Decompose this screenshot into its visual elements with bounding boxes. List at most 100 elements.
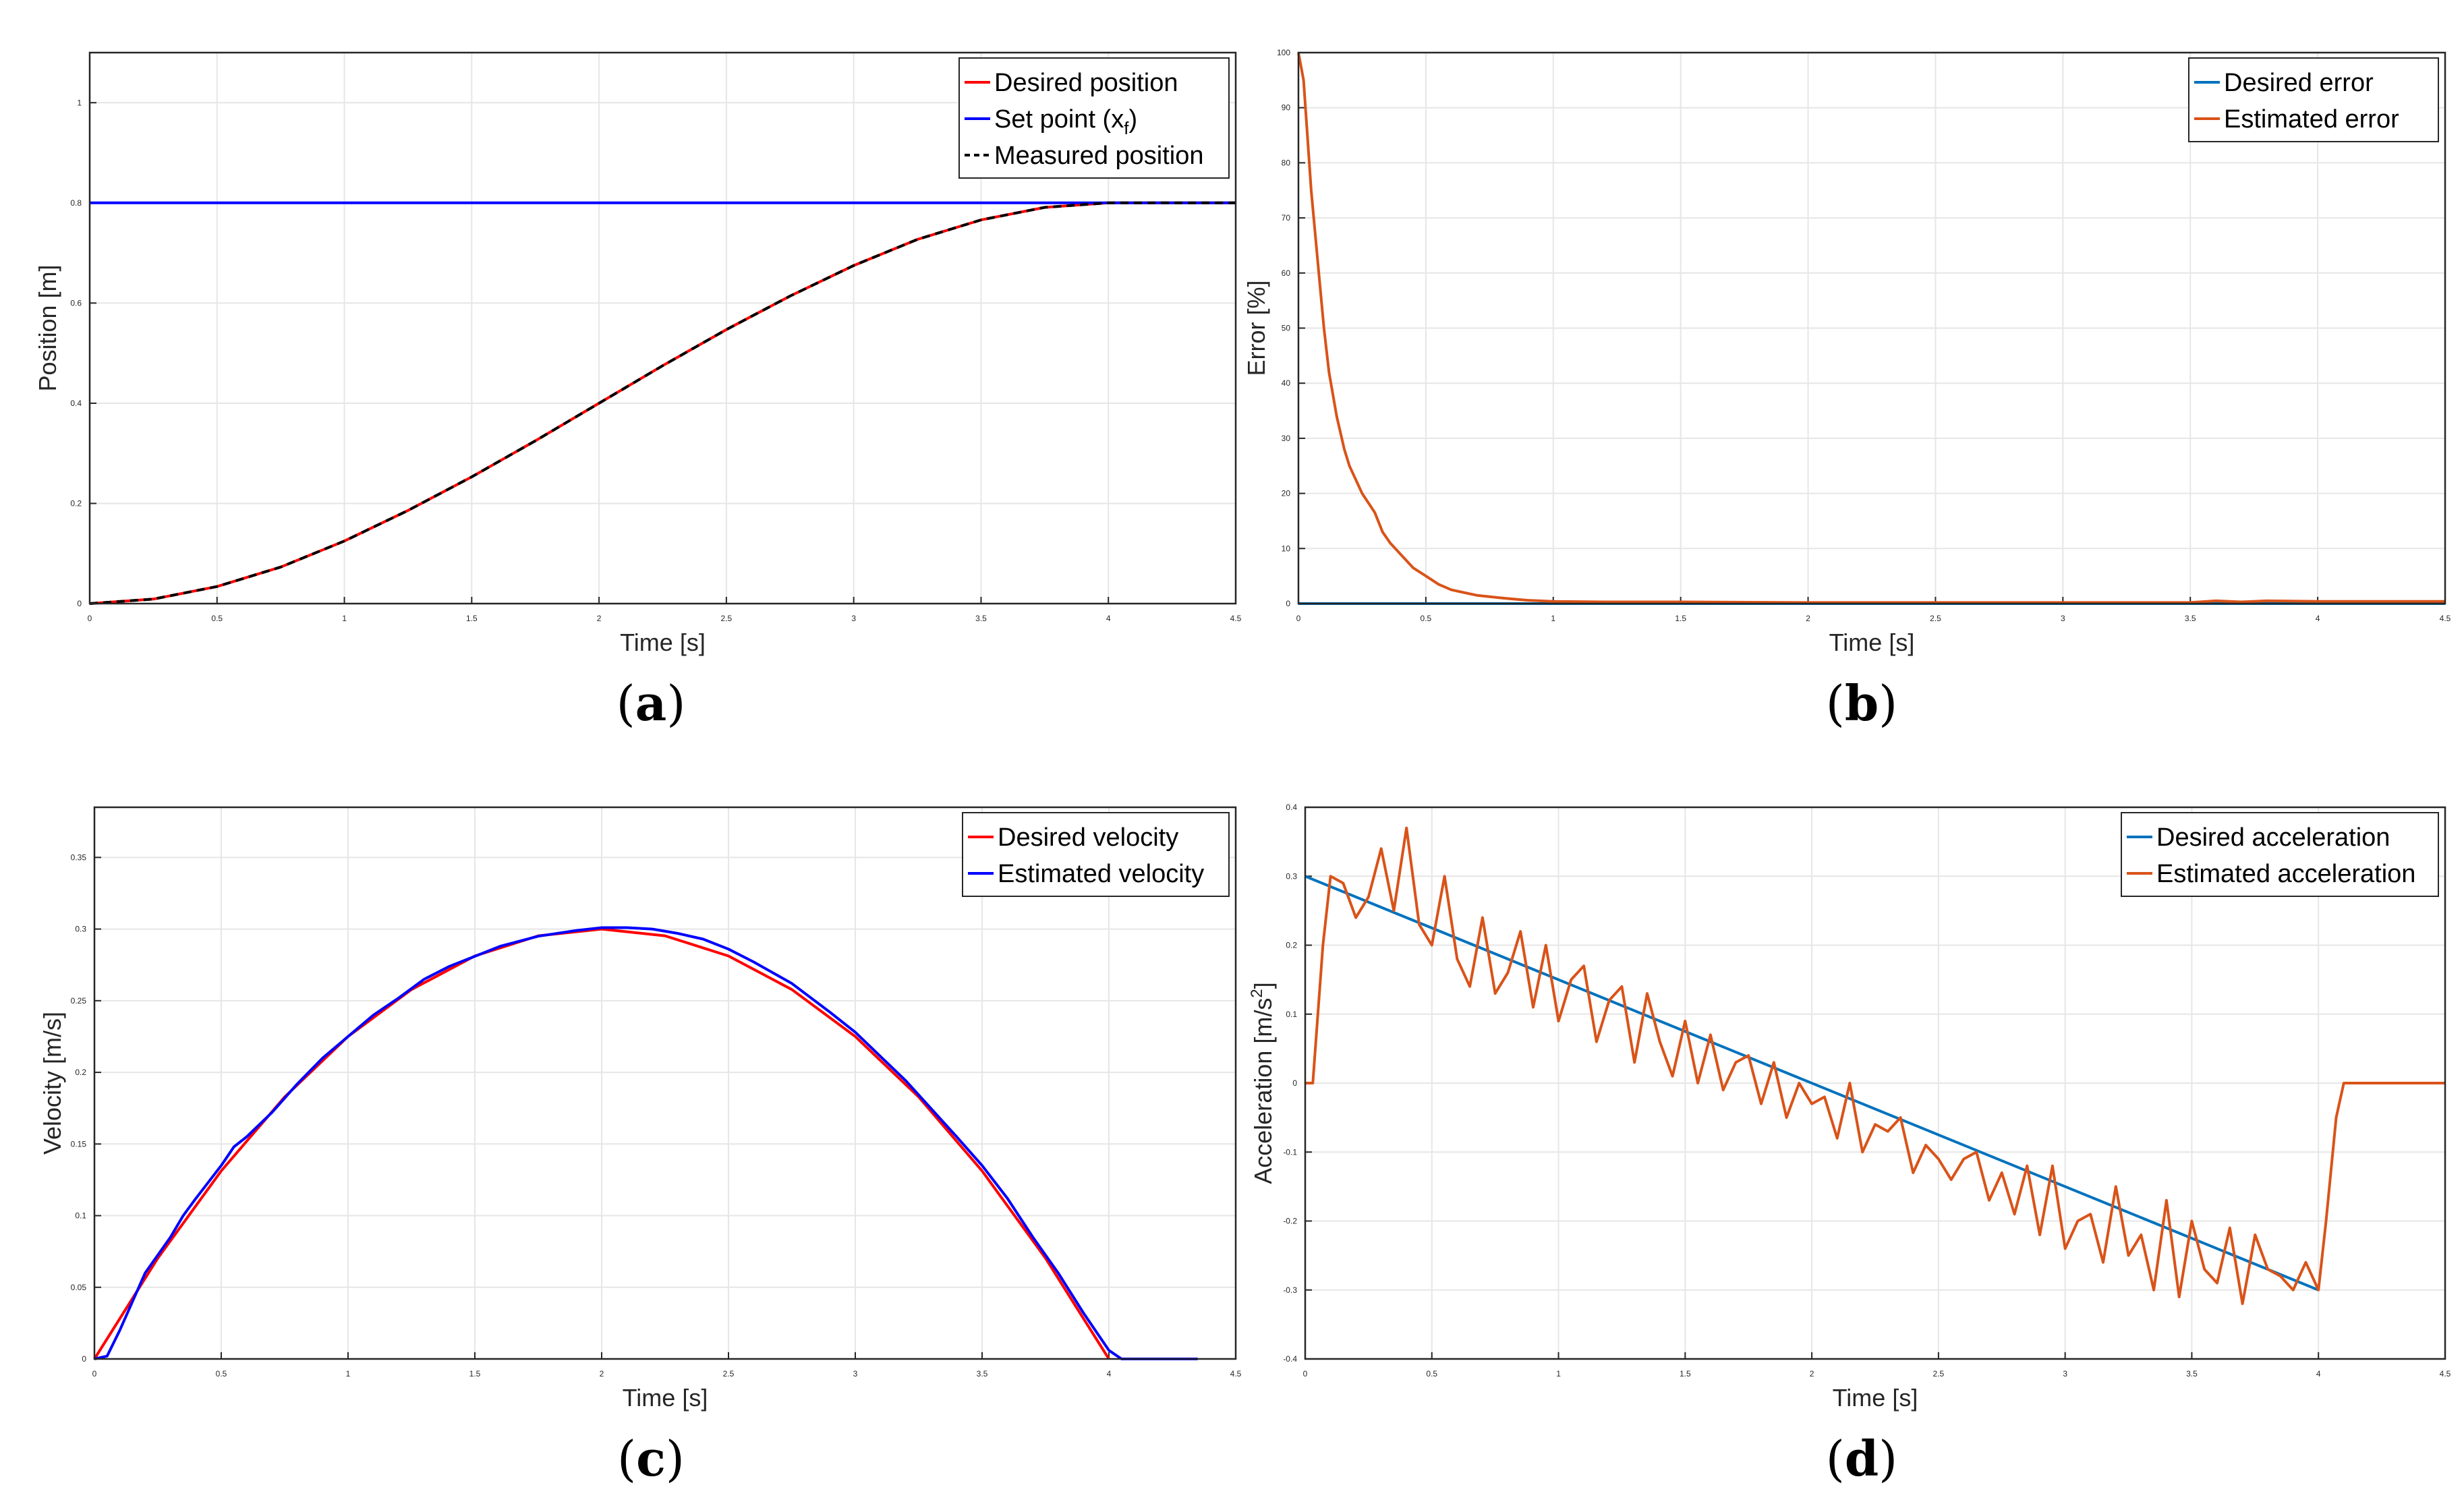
series-line-1 [1305,875,2319,1291]
legend-label-2: Set point (xf) [994,105,1137,138]
legend-label-3: Measured position [994,142,1204,170]
y-tick-label: 80 [1282,158,1291,167]
y-tick-label: -0.4 [1283,1354,1297,1364]
caption-a: (a) [616,674,686,732]
chart-2: 0 0.5 1 1.5 2 2.5 3 3.5 4 4.5 0 10 20 30 40 50 60 70 80 90 1… [1242,48,2451,656]
series-line-2 [94,926,1198,1360]
x-tick-label: 3.5 [977,1369,988,1378]
y-tick-label: 0.4 [70,399,82,408]
y-tick-label: -0.1 [1283,1147,1297,1157]
x-tick-label: 4 [2316,1369,2321,1378]
y-tick-label: 20 [1282,489,1291,498]
x-tick-label: 4.5 [1230,614,1242,623]
x-tick-label: 0 [92,1369,97,1378]
x-tick-label: 1 [346,1369,351,1378]
x-tick-label: 3 [2061,614,2065,623]
x-tick-label: 4.5 [2440,1369,2451,1378]
y-axis-label-superscript: 2 [1248,989,1266,997]
chart-1: 0 0.5 1 1.5 2 2.5 3 3.5 4 4.5 0 0.2 0.4 0.6 0.8 1 Time [… [34,51,1242,656]
x-tick-label: 0.5 [216,1369,227,1378]
y-tick-label: 0.2 [1286,941,1297,950]
legend-box [958,57,1230,179]
x-tick-label: 1.5 [1675,614,1686,623]
x-tick-label: 0.5 [1426,1369,1437,1378]
y-tick-label: 90 [1282,103,1291,113]
legend-label-tail: ) [1128,105,1137,134]
y-tick-label: 0.15 [71,1139,87,1149]
series-line-2 [1297,52,2445,604]
y-tick-label: 0.25 [71,996,87,1006]
legend: Desired velocity Estimated velocity [962,812,1230,897]
y-tick-label: 0.2 [70,498,82,508]
x-tick-label: 0 [1296,614,1301,623]
y-tick-label: 1 [77,98,82,107]
plot-area [94,807,1236,1359]
x-tick-label: 1 [1551,614,1555,623]
x-tick-label: 3.5 [975,614,987,623]
caption-d: (d) [1825,1430,1898,1487]
x-tick-label: 1 [342,614,347,623]
y-tick-label: 0.3 [1286,871,1297,881]
legend-label-1: Desired acceleration [2156,823,2390,852]
caption-b: (b) [1825,674,1898,732]
y-tick-label: 0.1 [75,1211,86,1221]
x-tick-label: 0 [1303,1369,1308,1378]
y-tick-label: 0 [77,599,82,608]
y-tick-label: 10 [1282,544,1291,553]
chart-4: 0 0.5 1 1.5 2 2.5 3 3.5 4 4.5 -0.4 -0.3 -0.2 -0.1 0 0.1… [1248,803,2451,1412]
y-tick-label: 40 [1282,378,1291,388]
x-tick-label: 1 [1556,1369,1561,1378]
x-tick-label: 2.5 [1930,614,1941,623]
x-tick-label: 2.5 [1933,1369,1945,1378]
legend-label-1: Desired error [2224,69,2374,97]
x-axis-label: Time [s] [623,1384,708,1412]
x-tick-label: 1.5 [469,1369,481,1378]
x-tick-label: 4.5 [1230,1369,1242,1378]
x-tick-label: 3.5 [2186,1369,2198,1378]
x-tick-label: 2.5 [721,614,733,623]
y-axis-label: Error [%] [1242,280,1270,376]
x-tick-label: 4 [1106,614,1111,623]
y-tick-label: 60 [1282,268,1291,278]
legend-label-2: Estimated acceleration [2156,860,2415,888]
x-tick-label: 3 [851,614,856,623]
legend: Desired position Set point (xf) Measured p… [958,57,1230,179]
axes-box [1304,806,2446,1360]
y-tick-label: 0.6 [70,298,82,308]
y-tick-label: 30 [1282,434,1291,443]
axes-box [88,51,1237,605]
y-axis-label: Velocity [m/s] [38,1012,66,1155]
legend-label-2: Estimated error [2224,105,2399,134]
y-tick-label: 100 [1277,48,1290,57]
x-tick-label: 3.5 [2185,614,2196,623]
y-tick-label: 0 [82,1354,86,1364]
x-axis-label: Time [s] [1833,1384,1918,1412]
y-tick-label: 0 [1292,1078,1297,1088]
legend-label-1: Desired position [994,69,1178,97]
y-axis-label: Position [m] [34,264,61,391]
y-tick-label: 0.3 [75,925,86,934]
x-tick-label: 2 [1806,614,1810,623]
x-tick-label: 2 [600,1369,604,1378]
y-tick-label: 0.05 [71,1283,87,1292]
x-tick-label: 1.5 [466,614,478,623]
series-line-3 [89,201,1236,605]
y-tick-label: 0.4 [1286,803,1297,812]
x-tick-label: 4 [2316,614,2320,623]
axes-box [93,806,1237,1360]
legend-box [962,812,1230,897]
x-axis-label: Time [s] [620,629,706,656]
x-tick-label: 0 [88,614,92,623]
legend-box [2188,57,2439,142]
y-tick-label: 70 [1282,213,1291,223]
x-tick-label: 0.5 [1421,614,1432,623]
x-tick-label: 1.5 [1680,1369,1691,1378]
x-tick-label: 0.5 [211,614,223,623]
x-axis-label: Time [s] [1829,629,1915,656]
caption-c: (c) [617,1430,685,1487]
y-tick-label: 0 [1286,599,1290,608]
legend-label-1: Desired velocity [998,823,1178,852]
x-tick-label: 3 [2063,1369,2067,1378]
x-tick-label: 2.5 [723,1369,735,1378]
